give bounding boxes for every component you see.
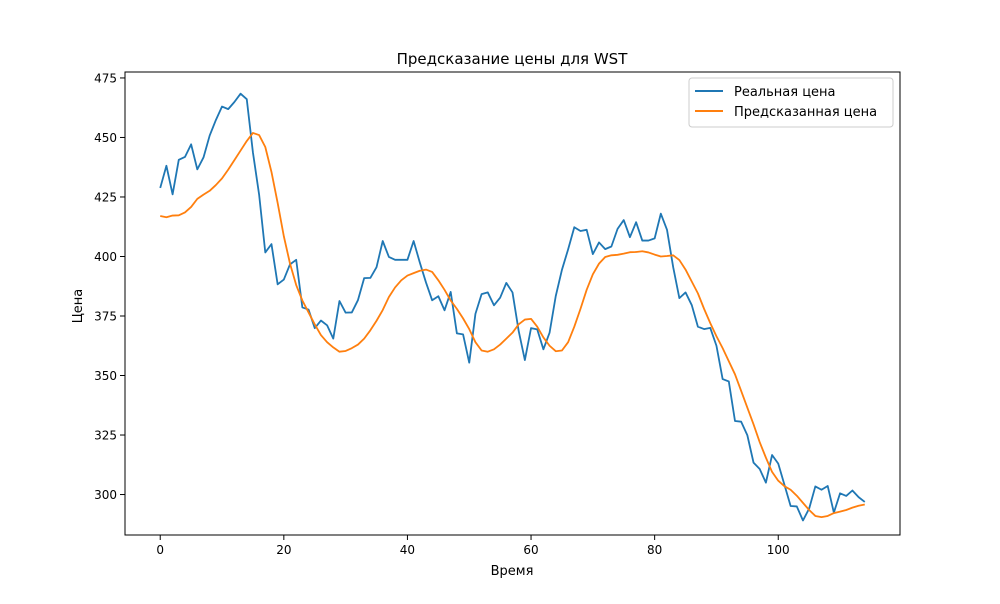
y-tick-label: 450: [94, 131, 117, 145]
series-line-predicted-price: [160, 132, 865, 519]
y-axis-ticks: 300 325 350 375 400 425 450 475: [94, 71, 125, 502]
y-tick-label: 425: [94, 190, 117, 204]
x-tick-label: 60: [523, 543, 538, 557]
x-tick-label: 20: [276, 543, 291, 557]
y-tick-label: 400: [94, 250, 117, 264]
y-tick-label: 350: [94, 369, 117, 383]
legend-box: [688, 77, 894, 128]
x-tick-label: 100: [767, 543, 790, 557]
x-axis-label: Время: [491, 564, 534, 579]
legend-label-predicted-price: Предсказанная цена: [734, 105, 877, 120]
series-line-real-price: [159, 92, 866, 522]
y-tick-label: 300: [94, 488, 117, 502]
y-axis-label: Цена: [71, 289, 86, 324]
y-tick-label: 375: [94, 309, 117, 323]
x-tick-label: 40: [400, 543, 415, 557]
x-tick-label: 80: [647, 543, 662, 557]
y-tick-label: 475: [94, 71, 117, 85]
x-axis-ticks: 0 20 40 60 80 100: [156, 535, 790, 557]
x-tick-label: 0: [156, 543, 164, 557]
legend: Реальная цена Предсказанная цена: [688, 77, 894, 128]
series-lines: [159, 92, 866, 522]
chart-title: Предсказание цены для WST: [397, 50, 629, 68]
legend-label-real-price: Реальная цена: [734, 85, 836, 100]
plot-area-frame: [124, 71, 901, 536]
y-tick-label: 325: [94, 429, 117, 443]
